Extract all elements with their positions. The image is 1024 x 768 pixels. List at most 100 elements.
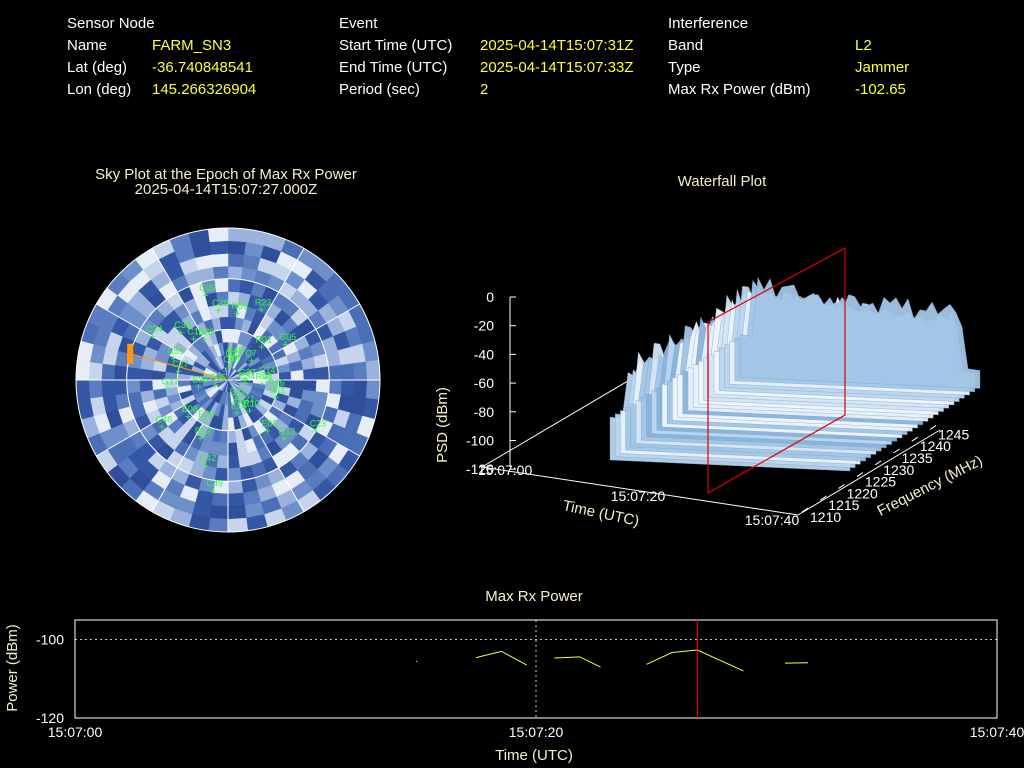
sky-cell [212,265,229,280]
period-label: Period (sec) [339,81,420,98]
frequency-tick-label: 1220 [847,485,878,501]
power-segment [646,649,744,672]
sky-cell [207,517,229,532]
satellite-marker: + [248,355,254,367]
sky-cell [365,379,380,401]
max-power-label: Max Rx Power (dBm) [668,81,811,98]
time-tick-label: 15:07:00 [48,724,103,740]
jammer-direction [127,343,229,381]
frequency-tick-label: 1215 [828,497,859,513]
sky-cell [340,363,355,381]
frequency-tick [856,472,864,478]
satellite-marker: + [242,374,248,386]
satellite-marker: + [159,421,165,433]
band-value: L2 [855,37,872,54]
sky-cell [76,359,91,381]
satellite-marker: + [198,433,204,445]
satellite-label: R12 [195,426,212,436]
psd-tick-label: -80 [474,404,494,420]
satellite-label: C16 [187,327,204,337]
power-tick-label: -100 [36,632,64,648]
name-value: FARM_SN3 [152,37,232,54]
frequency-tick [874,460,882,466]
psd-tick-label: -20 [474,318,494,334]
time-tick-label: 15:07:40 [745,512,800,528]
azimuth-spoke [151,248,204,337]
sky-cell [315,379,330,394]
satellite-marker: + [209,485,215,497]
satellite-label: E22 [230,387,246,397]
satellite-label: C23 [310,419,327,429]
frequency-tick-label: 1245 [938,426,969,442]
satellite-marker: + [233,394,239,406]
sky-cell [216,455,229,469]
max-power-value: -102.65 [855,81,906,98]
frequency-tick [929,424,937,430]
satellite-label: C38 [174,320,191,330]
psd-tick-label: 0 [486,289,494,305]
sky-cell [290,369,305,381]
azimuth-spoke [271,303,360,356]
satellite-marker: + [215,305,221,317]
waterfall-surface [609,276,981,472]
sky-cell [139,379,153,392]
satellite-label: C21 [238,394,255,404]
skyplot-title: Sky Plot at the Epoch of Max Rx Power [95,166,357,183]
satellite-label: C46 [227,345,244,355]
satellite-marker: + [226,362,232,374]
sky-cell [126,379,141,394]
sky-cell [211,253,229,268]
satellite-marker: + [242,378,248,390]
back-axis [481,374,639,468]
azimuth-spoke [252,248,305,337]
psd-tick-label: -60 [474,375,494,391]
psd-tick-label: -120 [466,461,494,477]
start-time-label: Start Time (UTC) [339,37,453,54]
sky-cell [101,379,116,397]
satellite-label: E38 [192,374,208,384]
sky-cell [303,379,317,392]
frequency-tick [838,483,845,489]
satellite-label: E15 [231,401,247,411]
satellite-label: C59 [167,346,184,356]
satellite-label: G17 [162,376,179,386]
satellite-label: C48 [156,414,173,424]
satellite-marker: + [165,383,171,395]
power-series [415,620,808,718]
satellite-marker: + [175,366,181,378]
sky-cell [227,265,244,280]
skyplot-epoch: 2025-04-14T15:07:27.000Z [134,181,318,198]
satellite-label: E08 [182,404,198,414]
azimuth-spoke [252,423,305,512]
frequency-axis [797,429,941,516]
sky-cell [139,368,153,381]
power-chart-frame [74,619,998,719]
satellite-label: C09 [199,283,216,293]
lon-label: Lon (deg) [67,81,132,98]
satellite-marker: + [212,380,218,392]
frequency-tick-label: 1225 [865,474,896,490]
sky-cell [227,467,242,482]
power-x-label: Time (UTC) [495,747,573,764]
satellite-marker: + [195,381,201,393]
sky-cell [113,379,128,396]
satellite-label: C14 [259,365,276,375]
name-label: Name [67,37,108,54]
satellite-label: E03 [198,409,214,419]
satellite-marker: + [201,416,207,428]
satellite-marker: + [201,334,207,346]
waterfall-ridge [739,276,981,389]
sky-cell [227,228,249,243]
satellite-label: G22 [226,348,243,358]
satellite-marker: + [202,460,208,472]
frequency-tick-label: 1230 [883,462,914,478]
psd-tick-label: -100 [466,433,494,449]
sky-cell [227,278,242,293]
satellite-label: R23 [255,298,272,308]
sky-cell [227,480,244,495]
satellite-label: C11 [270,385,286,395]
sky-cell [353,379,368,399]
